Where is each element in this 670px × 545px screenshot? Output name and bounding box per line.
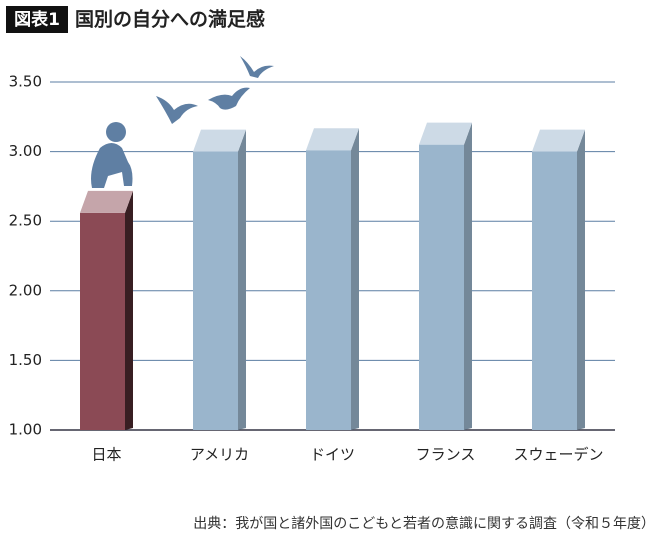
- decoration: [91, 56, 274, 188]
- x-tick-label: 日本: [91, 446, 121, 464]
- y-tick-label: 3.00: [9, 142, 42, 160]
- bar-top: [419, 122, 472, 145]
- bar-top: [80, 190, 133, 213]
- bar-side: [238, 129, 246, 430]
- person-body: [91, 143, 133, 188]
- y-tick-label: 2.00: [9, 281, 42, 299]
- person-head: [106, 122, 126, 142]
- chart-title: 国別の自分への満足感: [75, 8, 265, 31]
- bar: [306, 150, 351, 430]
- bar-top: [193, 129, 246, 152]
- y-tick-label: 1.50: [9, 351, 42, 369]
- bar-side: [125, 190, 133, 430]
- bar: [80, 212, 125, 430]
- bar-side: [351, 128, 359, 430]
- y-tick-label: 1.00: [9, 421, 42, 439]
- x-tick-label: アメリカ: [190, 446, 249, 464]
- x-tick-label: ドイツ: [310, 446, 355, 464]
- bar: [419, 144, 464, 430]
- y-tick-label: 2.50: [9, 212, 42, 230]
- figure-badge: [6, 6, 68, 33]
- bar: [532, 151, 577, 430]
- figure-label: 図表1: [14, 9, 60, 30]
- bird: [156, 96, 198, 124]
- bar-side: [464, 122, 472, 430]
- bar: [193, 151, 238, 430]
- bird: [208, 87, 250, 110]
- x-tick-label: フランス: [416, 446, 476, 464]
- x-tick-label: スウェーデン: [513, 446, 603, 464]
- bar-top: [532, 129, 585, 152]
- plot-area: 1.00 1.50 2.00 2.50 3.00 3.50 日本 アメリカ ドイツ フランス スウェ…: [9, 73, 615, 464]
- bar-top: [306, 128, 359, 151]
- bar-side: [577, 129, 585, 430]
- bird: [240, 56, 274, 78]
- source-note: 出典：我が国と諸外国のこどもと若者の意識に関する調査（令和５年度）: [193, 515, 655, 532]
- y-tick-label: 3.50: [9, 73, 42, 91]
